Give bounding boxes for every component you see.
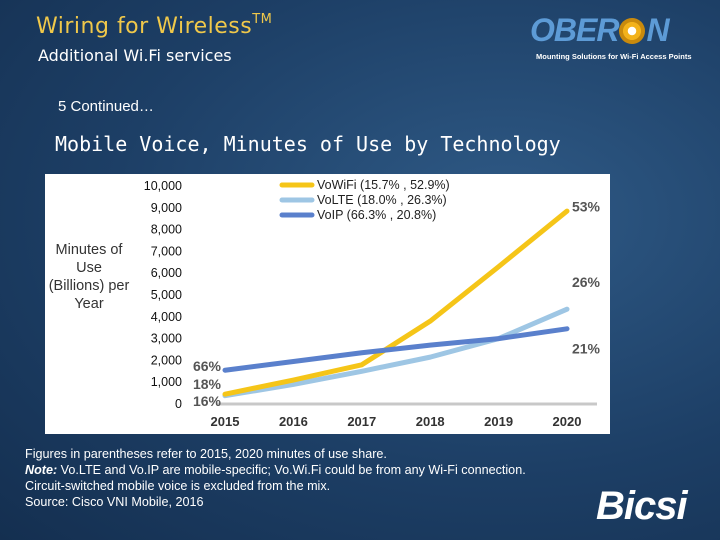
slide-subtitle: Additional Wi.Fi services <box>38 46 232 65</box>
footnote-source: Source: Cisco VNI Mobile, 2016 <box>25 495 204 509</box>
y-tick-label: 4,000 <box>151 310 182 324</box>
x-tick-label: 2016 <box>279 414 308 429</box>
y-tick-label: 6,000 <box>151 266 182 280</box>
slide-title-text: Wiring for Wireless <box>36 14 253 39</box>
x-tick-label: 2017 <box>347 414 376 429</box>
bicsi-logo: Bicsi <box>596 484 688 528</box>
y-axis-label-line: Year <box>74 296 103 312</box>
oberon-logo-word-right: N <box>646 12 669 48</box>
legend-label: VoWiFi (15.7% , 52.9%) <box>317 178 450 192</box>
series-line-1 <box>222 306 570 399</box>
end-share-label: 21% <box>572 340 601 356</box>
footnote-share: Figures in parentheses refer to 2015, 20… <box>25 447 387 461</box>
y-axis-label-line: Use <box>76 260 102 276</box>
legend-label: VoIP (66.3% , 20.8%) <box>317 208 436 222</box>
y-tick-label: 7,000 <box>151 244 182 258</box>
footnote-note-label: Note: <box>25 463 58 477</box>
series-line-2 <box>222 326 570 373</box>
trademark-mark: TM <box>252 12 273 27</box>
oberon-logo: OBER N Mounting Solutions for Wi-Fi Acces… <box>530 12 705 67</box>
section-label: 5 Continued… <box>58 98 154 115</box>
footnote-note: Note: Vo.LTE and Vo.IP are mobile-specif… <box>25 462 625 478</box>
start-share-label: 18% <box>193 376 222 392</box>
footnotes: Figures in parentheses refer to 2015, 20… <box>25 446 625 510</box>
y-tick-label: 1,000 <box>151 375 182 389</box>
slide-title: Wiring for WirelessTM <box>36 12 273 39</box>
end-share-label: 26% <box>572 274 601 290</box>
x-tick-label: 2019 <box>484 414 513 429</box>
chart-container: 10,000 9,000 8,000 7,000 6,000 5,000 4,000 3,00… <box>45 174 610 434</box>
y-tick-label: 2,000 <box>151 353 182 367</box>
footnote-circuit: Circuit-switched mobile voice is exclude… <box>25 479 331 493</box>
oberon-logo-word-left: OBER <box>530 12 619 48</box>
footnote-note-text: Vo.LTE and Vo.IP are mobile-specific; Vo… <box>57 463 526 477</box>
y-axis-label-line: Minutes of <box>56 242 124 258</box>
x-tick-label: 2020 <box>553 414 582 429</box>
x-tick-label: 2015 <box>211 414 240 429</box>
start-share-label: 66% <box>193 358 222 374</box>
x-tick-label: 2018 <box>416 414 445 429</box>
y-axis-label-line: (Billions) per <box>49 278 130 294</box>
legend-label: VoLTE (18.0% , 26.3%) <box>317 193 447 207</box>
y-tick-label: 8,000 <box>151 223 182 237</box>
series-line-0 <box>222 208 570 397</box>
y-tick-label: 10,000 <box>144 179 182 193</box>
oberon-logo-o-mark <box>619 18 646 44</box>
y-tick-label: 9,000 <box>151 201 182 215</box>
line-chart: 10,000 9,000 8,000 7,000 6,000 5,000 4,000 3,00… <box>49 178 601 429</box>
end-share-label: 53% <box>572 199 601 215</box>
start-share-label: 16% <box>193 393 222 409</box>
y-tick-label: 3,000 <box>151 332 182 346</box>
chart-title: Mobile Voice, Minutes of Use by Technolo… <box>55 132 561 156</box>
y-tick-label: 0 <box>175 397 182 411</box>
y-tick-label: 5,000 <box>151 288 182 302</box>
oberon-logo-tagline: Mounting Solutions for Wi-Fi Access Poin… <box>536 52 692 61</box>
